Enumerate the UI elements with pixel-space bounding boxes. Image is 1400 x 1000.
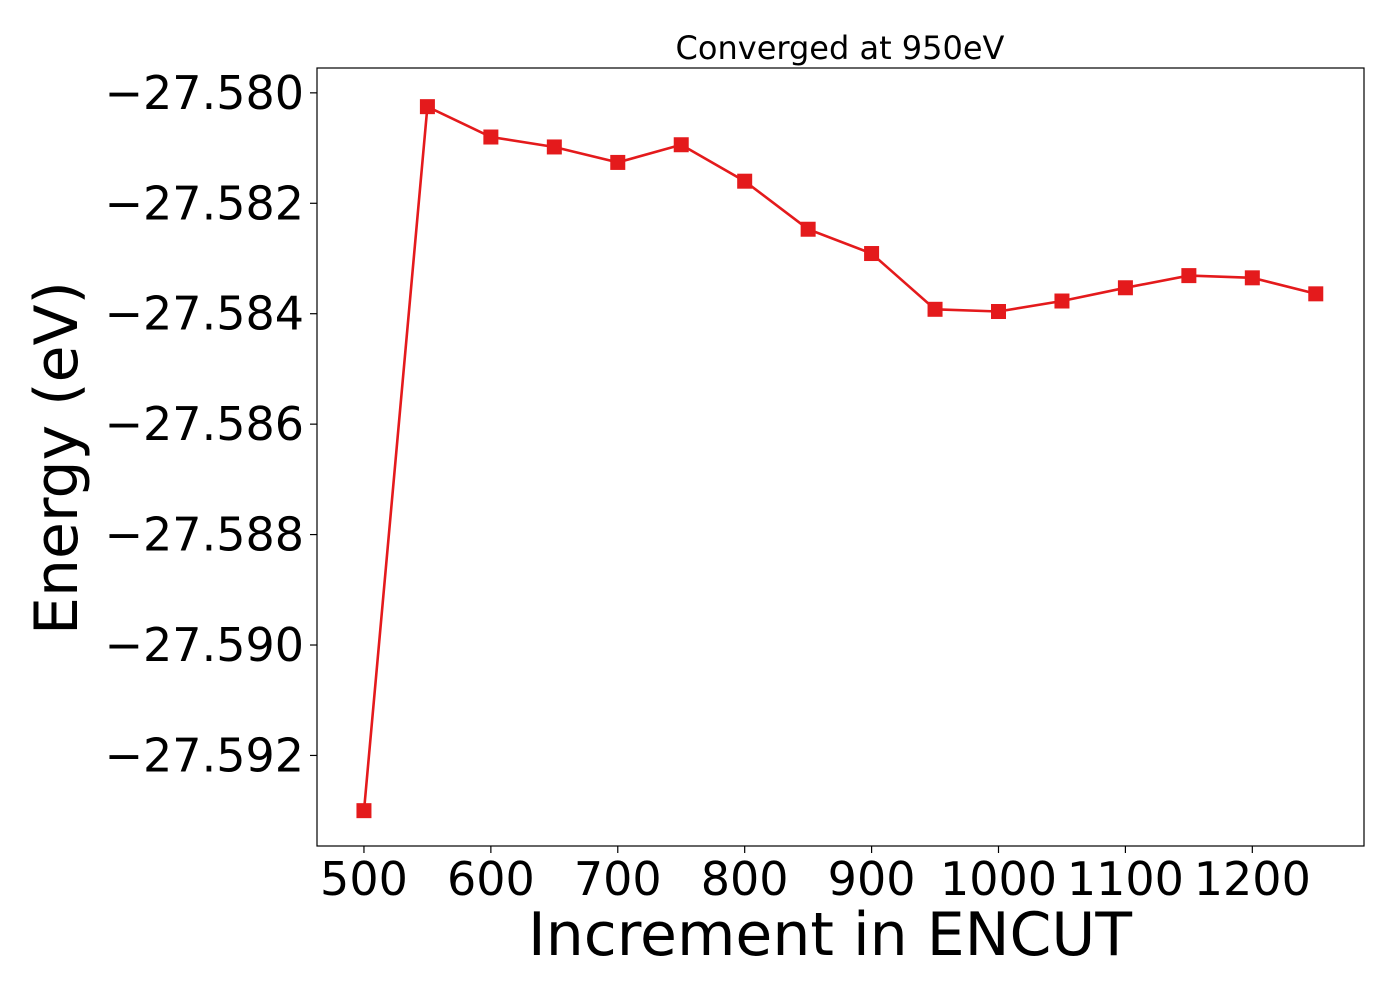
data-point-marker <box>927 301 943 317</box>
data-point-marker <box>546 139 562 155</box>
data-point-marker <box>610 154 626 170</box>
chart-title: Converged at 950eV <box>676 29 1005 67</box>
data-point-marker <box>483 129 499 145</box>
data-point-marker <box>991 304 1007 320</box>
x-tick-label: 1200 <box>1194 852 1311 906</box>
data-point-marker <box>1244 270 1260 286</box>
data-point-marker <box>1308 286 1324 302</box>
y-tick-label: −27.584 <box>105 287 305 341</box>
x-tick-label: 1100 <box>1067 852 1184 906</box>
data-point-marker <box>356 803 372 819</box>
series-line <box>362 104 1317 811</box>
data-point-marker <box>1054 293 1070 309</box>
x-axis-label: Increment in ENCUT <box>528 900 1132 970</box>
plot-area-frame <box>316 67 1365 847</box>
data-point-marker <box>737 173 753 189</box>
series-layer <box>356 99 1324 819</box>
data-point-marker <box>673 137 689 153</box>
x-tick-label: 800 <box>701 852 789 906</box>
x-tick-label: 500 <box>320 852 408 906</box>
x-tick-label: 900 <box>828 852 916 906</box>
x-axis-ticks: 500 600 700 800 900 1000 1100 1200 <box>320 846 1311 906</box>
x-tick-label: 700 <box>574 852 662 906</box>
y-tick-label: −27.582 <box>105 176 305 230</box>
data-point-marker <box>800 221 816 237</box>
y-tick-label: −27.580 <box>105 66 305 120</box>
x-tick-label: 600 <box>447 852 535 906</box>
data-point-marker <box>864 246 880 262</box>
y-tick-label: −27.590 <box>105 618 305 672</box>
data-point-marker <box>1117 280 1133 296</box>
y-axis-label: Energy (eV) <box>22 281 92 635</box>
data-point-marker <box>419 99 435 115</box>
y-axis-ticks: −27.580 −27.582 −27.584 −27.586 −27.588 −27.5… <box>105 66 317 782</box>
y-tick-label: −27.592 <box>105 728 305 782</box>
data-point-marker <box>1181 268 1197 284</box>
x-tick-label: 1000 <box>940 852 1057 906</box>
y-tick-label: −27.586 <box>105 397 305 451</box>
y-tick-label: −27.588 <box>105 508 305 562</box>
